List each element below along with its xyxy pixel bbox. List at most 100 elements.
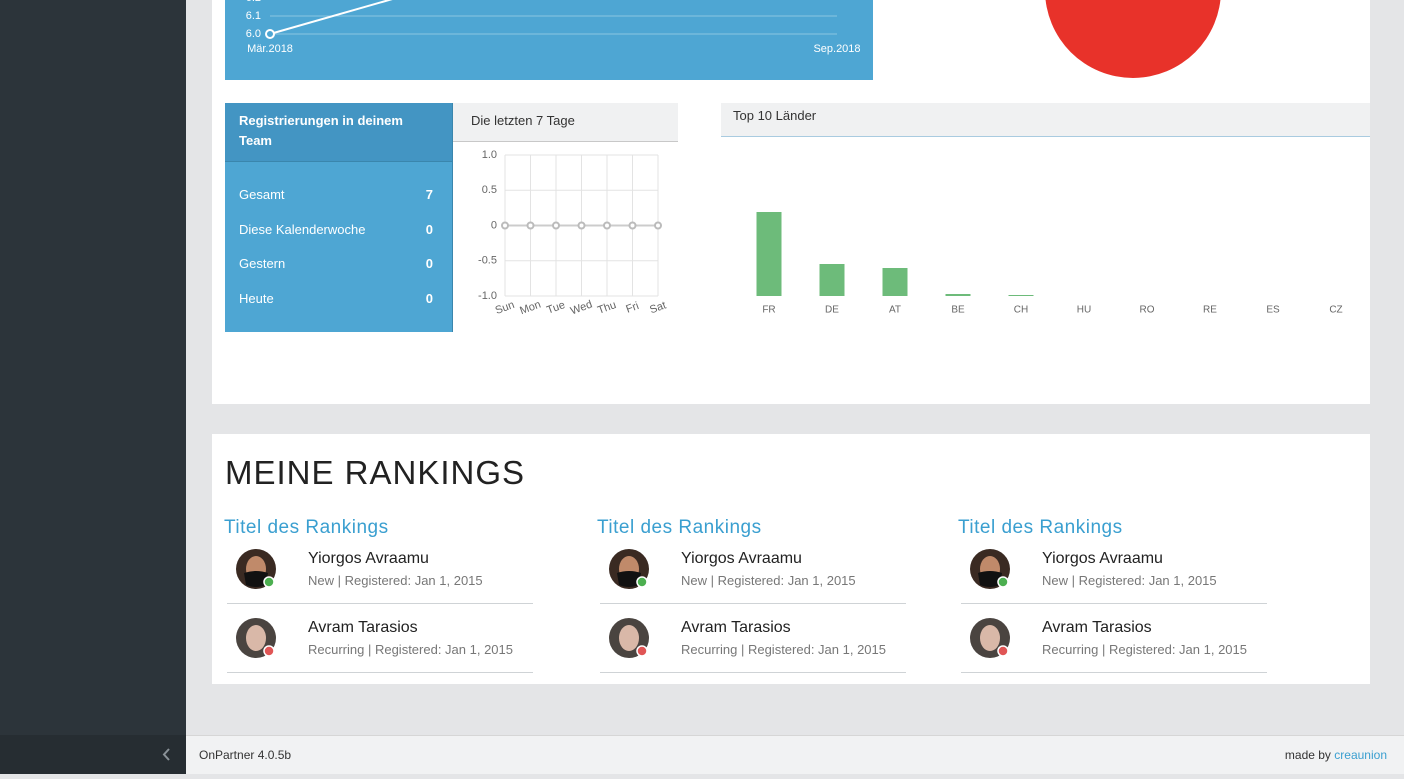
y-tick-label: 6.1 bbox=[246, 10, 261, 22]
ranking-entry[interactable]: Yiorgos Avraamu New | Registered: Jan 1, … bbox=[227, 545, 533, 604]
team-stats-title: Registrierungen in deinem Team bbox=[225, 103, 452, 162]
entry-name: Yiorgos Avraamu bbox=[308, 550, 429, 567]
status-dot bbox=[263, 576, 275, 588]
avatar-mask bbox=[978, 571, 1002, 587]
entry-info: Recurring | Registered: Jan 1, 2015 bbox=[681, 642, 886, 657]
bar bbox=[1008, 295, 1034, 296]
avatar bbox=[970, 618, 1010, 658]
entry-info: New | Registered: Jan 1, 2015 bbox=[681, 573, 856, 588]
x-tick-label: Sun bbox=[494, 299, 517, 317]
status-dot bbox=[997, 576, 1009, 588]
stat-value: 0 bbox=[425, 256, 433, 272]
entry-name: Yiorgos Avraamu bbox=[681, 550, 802, 567]
made-by: made by bbox=[1284, 748, 1331, 762]
chart-header: Die letzten 7 Tage bbox=[453, 103, 678, 142]
ranking-column: Titel des Rankings Yiorgos Avraamu New | R… bbox=[224, 515, 534, 680]
stat-row: Diese Kalenderwoche 0 bbox=[239, 221, 433, 239]
x-tick-label: FR bbox=[762, 305, 775, 316]
chevron-icon bbox=[162, 748, 170, 761]
stat-value: 7 bbox=[425, 187, 433, 202]
ranking-title[interactable]: Titel des Rankings bbox=[958, 517, 1123, 538]
y-tick-label: 1.0 bbox=[482, 149, 497, 161]
x-tick-label: BE bbox=[951, 305, 965, 316]
stat-row: Heute 0 bbox=[239, 290, 433, 308]
entry-name: Avram Tarasios bbox=[308, 619, 418, 636]
bar bbox=[819, 264, 845, 296]
footer: OnPartner 4.0.5b made by creaunion bbox=[186, 735, 1404, 774]
y-tick-label: 0.5 bbox=[482, 184, 497, 196]
x-tick-label: Wed bbox=[569, 298, 594, 317]
bar bbox=[756, 212, 782, 296]
stat-label: Diese Kalenderwoche bbox=[239, 221, 366, 237]
ranking-title[interactable]: Titel des Rankings bbox=[597, 517, 762, 538]
y-tick-label: -0.5 bbox=[478, 255, 497, 267]
bar bbox=[882, 268, 908, 296]
status-dot bbox=[997, 645, 1009, 657]
entry-name: Avram Tarasios bbox=[681, 619, 791, 636]
bar-chart: FR DE AT BE CH HU RO RE ES CZ bbox=[756, 212, 1343, 316]
stat-label: Gesamt bbox=[239, 187, 285, 202]
sidebar-toggle[interactable] bbox=[0, 735, 186, 774]
ranking-column: Titel des Rankings Yiorgos Avraamu New | R… bbox=[958, 515, 1268, 680]
point bbox=[654, 221, 662, 230]
point bbox=[603, 221, 611, 230]
ranking-entry[interactable]: Avram Tarasios Recurring | Registered: Ja… bbox=[600, 614, 906, 673]
x-tick-label: Sep.2018 bbox=[813, 43, 860, 55]
avatar-face bbox=[246, 625, 266, 651]
entry-info: New | Registered: Jan 1, 2015 bbox=[1042, 573, 1217, 588]
stat-value: 0 bbox=[425, 221, 433, 237]
point bbox=[501, 221, 509, 230]
x-tick-label: CZ bbox=[1329, 305, 1342, 316]
x-tick-label: Fri bbox=[624, 300, 640, 316]
avatar bbox=[609, 549, 649, 589]
x-tick-label: DE bbox=[825, 305, 839, 316]
y-tick-label: 6.2 bbox=[246, 0, 261, 4]
x-tick-label: HU bbox=[1077, 305, 1091, 316]
x-tick-label: ES bbox=[1266, 305, 1280, 316]
x-tick-label: RE bbox=[1203, 305, 1217, 316]
avatar-face bbox=[619, 625, 639, 651]
stat-row: Gestern 0 bbox=[239, 255, 433, 273]
avatar-mask bbox=[617, 571, 641, 587]
credits: made by creaunion bbox=[1285, 748, 1387, 762]
line-chart: 6.0 6.1 6.2 Mär.2018 Sep.2018 bbox=[246, 0, 861, 55]
x-tick-label: Mon bbox=[518, 299, 542, 318]
bar bbox=[945, 294, 971, 296]
x-tick-label: RO bbox=[1140, 305, 1155, 316]
stat-label: Gestern bbox=[239, 256, 286, 272]
rankings-card bbox=[212, 434, 1370, 684]
point bbox=[265, 29, 275, 39]
ranking-entry[interactable]: Yiorgos Avraamu New | Registered: Jan 1, … bbox=[600, 545, 906, 604]
status-dot bbox=[263, 645, 275, 657]
point bbox=[628, 221, 637, 230]
stat-label: Heute bbox=[239, 291, 274, 307]
ranking-entry[interactable]: Avram Tarasios Recurring | Registered: Ja… bbox=[961, 614, 1267, 673]
version: OnPartner 4.0.5b bbox=[199, 748, 292, 762]
ranking-entry[interactable]: Avram Tarasios Recurring | Registered: Ja… bbox=[227, 614, 533, 673]
x-tick-label: Thu bbox=[596, 299, 618, 317]
ranking-column: Titel des Rankings Yiorgos Avraamu New | R… bbox=[597, 515, 907, 680]
ranking-title[interactable]: Titel des Rankings bbox=[224, 517, 389, 538]
line bbox=[269, 0, 393, 35]
x-tick-label: Mär.2018 bbox=[247, 43, 293, 55]
ranking-entry[interactable]: Yiorgos Avraamu New | Registered: Jan 1, … bbox=[961, 545, 1267, 604]
entry-name: Avram Tarasios bbox=[1042, 619, 1152, 636]
y-tick-label: -1.0 bbox=[478, 290, 497, 302]
y-tick-label: 6.0 bbox=[246, 28, 261, 40]
x-tick-label: Tue bbox=[545, 299, 567, 317]
avatar bbox=[236, 618, 276, 658]
avatar bbox=[236, 549, 276, 589]
chart-header: Top 10 Länder bbox=[721, 103, 1370, 137]
point bbox=[552, 221, 560, 230]
company-link[interactable]: creaunion bbox=[1334, 748, 1387, 762]
point bbox=[526, 221, 535, 230]
x-tick-label: CH bbox=[1014, 305, 1028, 316]
avatar-mask bbox=[244, 571, 268, 587]
stat-value: 0 bbox=[425, 291, 433, 307]
pie-chart bbox=[1045, 0, 1221, 78]
entry-info: Recurring | Registered: Jan 1, 2015 bbox=[308, 642, 513, 657]
sidebar bbox=[0, 0, 186, 735]
entry-name: Yiorgos Avraamu bbox=[1042, 550, 1163, 567]
